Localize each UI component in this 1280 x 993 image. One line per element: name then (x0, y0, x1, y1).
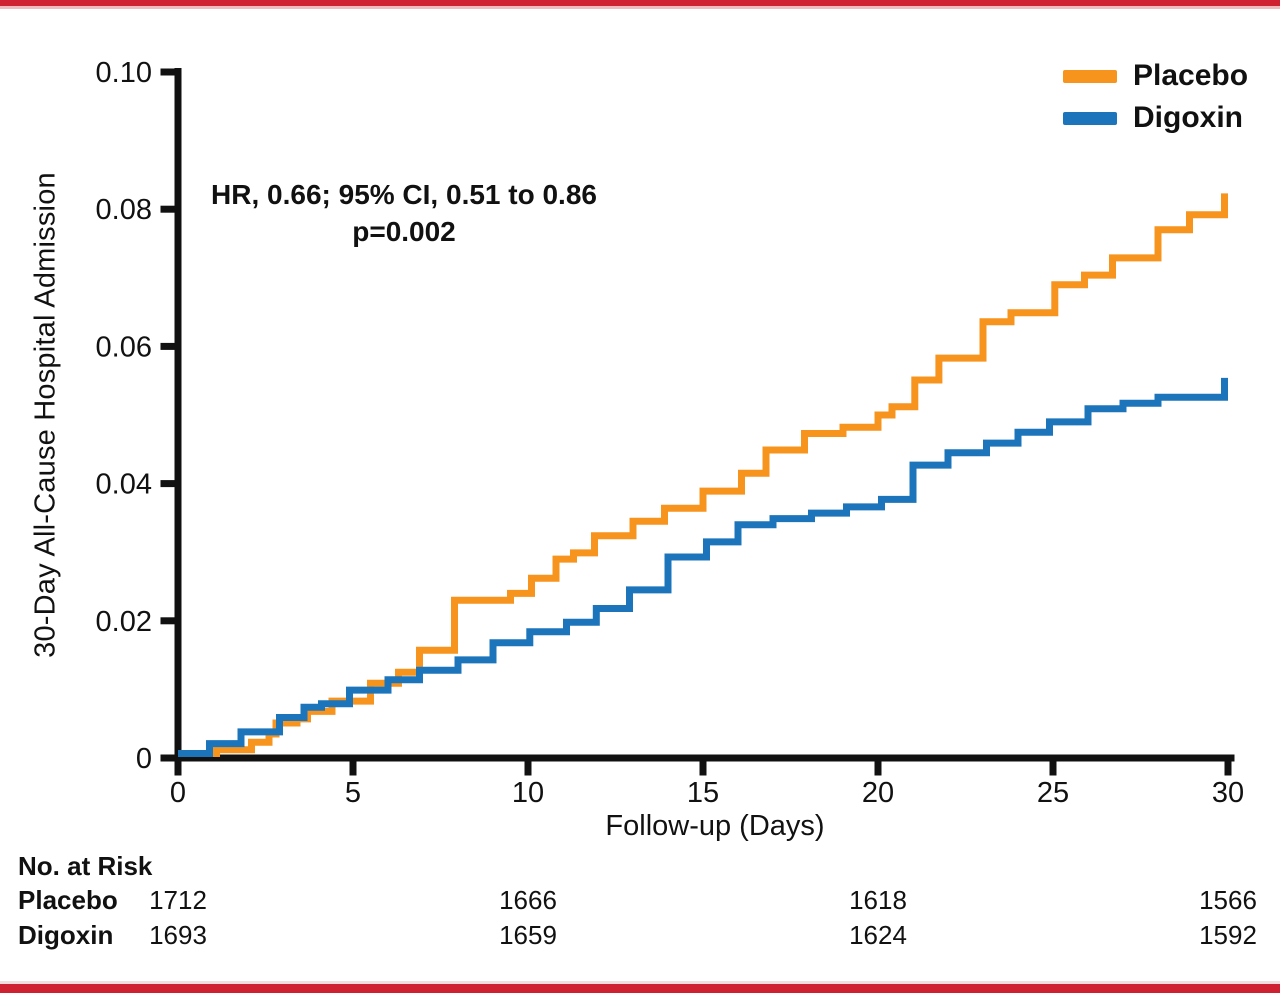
svg-text:0.10: 0.10 (96, 57, 152, 89)
hr-annotation-line2: p=0.002 (352, 216, 456, 247)
x-ticks: 0 5 10 15 20 25 30 (170, 761, 1244, 809)
top-accent-bar (0, 0, 1280, 6)
svg-text:30: 30 (1212, 777, 1244, 809)
svg-text:0.06: 0.06 (96, 331, 152, 363)
legend-item-placebo: Placebo (1063, 55, 1248, 97)
x-axis-title: Follow-up (Days) (605, 810, 825, 842)
y-axis-title: 30-Day All-Cause Hospital Admission (29, 172, 62, 658)
legend-label-digoxin: Digoxin (1133, 101, 1243, 134)
svg-text:0.02: 0.02 (96, 606, 152, 638)
legend-item-digoxin: Digoxin (1063, 97, 1248, 139)
bottom-accent-bar (0, 984, 1280, 993)
hr-annotation: HR, 0.66; 95% CI, 0.51 to 0.86 p=0.002 (200, 176, 608, 250)
svg-text:10: 10 (512, 777, 544, 809)
placebo-color-swatch (1063, 69, 1117, 83)
svg-text:25: 25 (1037, 777, 1069, 809)
svg-text:0: 0 (136, 743, 152, 775)
legend: Placebo Digoxin (1063, 55, 1248, 139)
svg-text:0: 0 (170, 777, 186, 809)
svg-text:5: 5 (345, 777, 361, 809)
svg-text:20: 20 (862, 777, 894, 809)
hr-annotation-line1: HR, 0.66; 95% CI, 0.51 to 0.86 (211, 179, 597, 210)
digoxin-curve (178, 377, 1228, 757)
y-ticks: 0 0.02 0.04 0.06 0.08 0.10 (96, 57, 175, 775)
placebo-curve (178, 193, 1228, 757)
svg-text:15: 15 (687, 777, 719, 809)
legend-label-placebo: Placebo (1133, 59, 1249, 92)
svg-text:0.04: 0.04 (96, 469, 152, 501)
svg-text:0.08: 0.08 (96, 194, 152, 226)
axes (174, 68, 1235, 766)
digoxin-color-swatch (1063, 111, 1117, 125)
